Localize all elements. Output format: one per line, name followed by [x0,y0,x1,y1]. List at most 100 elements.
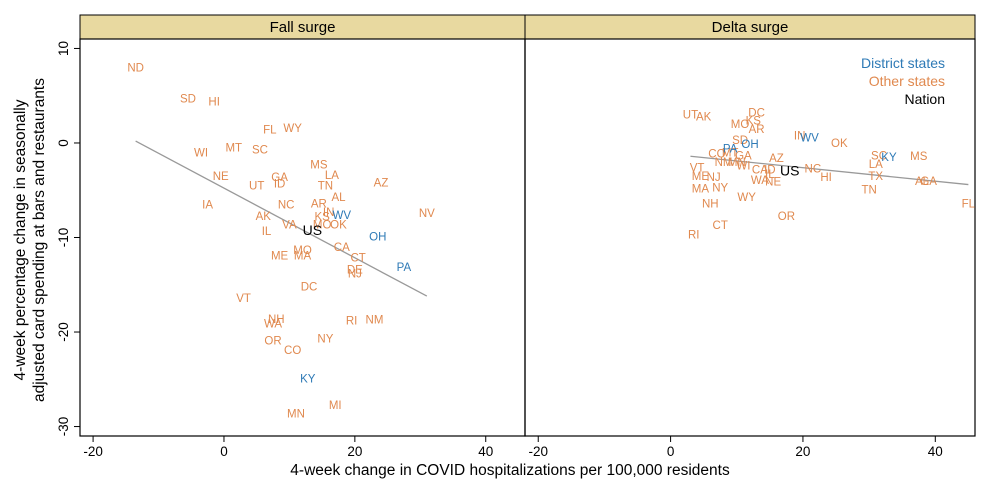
point-label-ne: NE [213,171,229,183]
point-label-ri: RI [688,230,700,242]
panel-title: Delta surge [712,19,789,36]
x-tick-label: 0 [667,444,675,459]
point-label-pa: PA [397,262,412,274]
point-label-il: IL [262,226,272,238]
point-label-nj: NJ [707,172,721,184]
point-label-nv: NV [419,208,435,220]
point-label-nm: NM [366,315,384,327]
point-label-ar: AR [311,198,327,210]
y-axis-title-line-2: adjusted card spending at bars and resta… [31,78,48,402]
point-label-ks: KS [314,212,330,224]
point-label-ma: MA [294,250,312,262]
point-label-ga: GA [271,172,288,184]
point-label-sc: SC [252,145,268,157]
point-label-mn: MN [728,157,746,169]
point-label-wa: WA [751,175,769,187]
point-label-oh: OH [369,232,386,244]
point-label-de: DE [347,265,363,277]
point-label-la: LA [869,159,883,171]
point-label-id: ID [764,164,776,176]
point-label-ak: AK [696,112,712,124]
point-label-ny: NY [317,334,333,346]
point-label-tn: TN [861,184,876,196]
point-label-pa: PA [723,144,738,156]
point-label-wi: WI [194,147,208,159]
point-label-nd: ND [127,62,144,74]
point-label-mo: MO [731,119,750,131]
point-label-wy: WY [737,192,756,204]
x-tick-label: -20 [83,444,103,459]
point-label-fl: FL [263,125,277,137]
point-label-ms: MS [910,151,928,163]
x-tick-label: -20 [528,444,548,459]
point-label-nc: NC [278,199,295,211]
point-label-in: IN [794,130,806,142]
y-tick-label: 10 [56,41,71,56]
point-label-ky: KY [881,152,897,164]
point-label-me: ME [271,250,289,262]
y-axis-title-line-1: 4-week percentage change in seasonally [12,99,29,380]
point-label-us: US [303,222,322,238]
point-label-in: IN [323,207,335,219]
point-label-vt: VT [236,293,251,305]
point-label-sd: SD [180,94,196,106]
point-label-sc: SC [871,150,887,162]
point-label-wv: WV [332,210,351,222]
point-label-nm: NM [715,157,733,169]
point-label-la: LA [325,170,339,182]
point-label-nj: NJ [348,268,362,280]
point-label-ut: UT [249,181,264,193]
point-label-ks: KS [746,115,762,127]
point-label-ma: MA [692,183,710,195]
legend-entry-district: District states [861,55,945,71]
point-label-ky: KY [300,373,316,385]
point-label-nh: NH [702,198,719,210]
x-tick-label: 20 [347,444,362,459]
point-label-ar: AR [749,124,765,136]
panel-strip [524,14,976,40]
panel-strip [79,14,526,40]
point-label-id: ID [274,179,286,191]
x-tick-label: 40 [478,444,493,459]
point-label-nc: NC [805,163,822,175]
point-label-oh: OH [741,139,758,151]
panels: Fall surge -20 0 20 40 10 0 -10 -20 -30 ND SD HI WI MT… [56,14,976,459]
point-label-co: CO [284,345,301,357]
x-tick-label: 20 [795,444,810,459]
point-label-ct: CT [350,252,365,264]
point-label-mn: MN [287,408,305,420]
fit-line [135,140,428,297]
y-tick-label: -30 [56,417,71,437]
point-label-nh: NH [268,314,285,326]
point-label-me: ME [692,171,710,183]
point-label-wa: WA [264,319,282,331]
point-label-vt: VT [690,163,705,175]
point-label-wy: WY [283,123,302,135]
point-label-az: AZ [769,153,784,165]
point-label-ut: UT [683,110,698,122]
y-axis-title: 4-week percentage change in seasonally a… [12,78,48,402]
point-label-al: AL [915,176,930,188]
x-tick-label: 40 [928,444,943,459]
point-label-dc: DC [748,108,765,120]
point-label-il: IL [765,169,775,181]
point-label-dc: DC [301,282,318,294]
point-label-ok: OK [330,219,347,231]
y-tick-label: -20 [56,322,71,342]
legend-entry-nation: Nation [905,91,945,107]
point-label-ok: OK [831,138,848,150]
panel-1: Fall surge -20 0 20 40 10 0 -10 -20 -30 ND SD HI WI MT… [56,14,526,459]
point-label-ct: CT [713,220,728,232]
point-label-az: AZ [374,178,389,190]
point-label-wv: WV [800,132,819,144]
point-label-ne: NE [765,177,781,189]
x-tick-label: 0 [220,444,228,459]
plot-frame [524,38,976,437]
fit-line [690,155,969,186]
point-label-va: VA [282,219,297,231]
point-label-us: US [780,162,799,178]
point-label-hi: HI [820,172,832,184]
point-label-ri: RI [346,316,358,328]
point-label-ga: GA [735,150,752,162]
point-label-co: CO [708,148,725,160]
